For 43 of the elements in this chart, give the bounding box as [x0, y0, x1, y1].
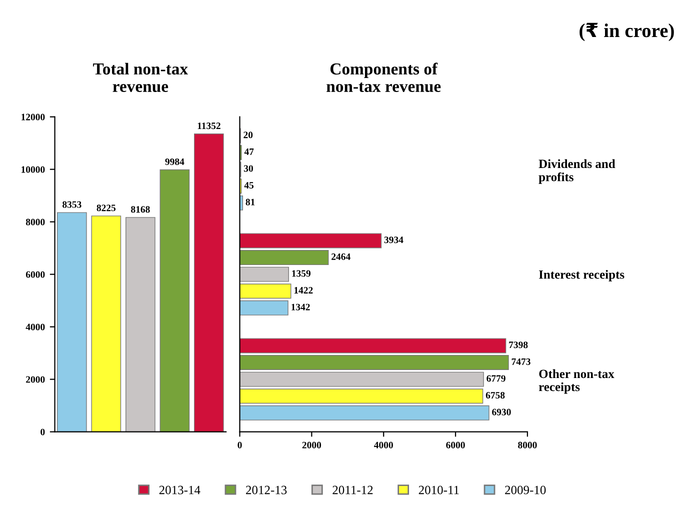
legend-label: 2011-12 — [332, 486, 373, 494]
data-label: 81 — [246, 198, 255, 206]
legend-label: 2013-14 — [159, 486, 200, 494]
data-label: 1342 — [292, 304, 310, 310]
y-tick-label: 4000 — [26, 324, 45, 330]
data-label: 11352 — [198, 122, 220, 130]
legend-label: 2009-10 — [505, 486, 546, 494]
data-label: 6758 — [486, 392, 505, 399]
data-label: 8225 — [96, 204, 116, 212]
y-tick-label: Dividends and profits — [538, 159, 616, 184]
x-tick-label: 8000 — [518, 442, 537, 448]
data-label: 45 — [244, 182, 254, 189]
y-tick-label: Interest receipts — [538, 270, 624, 282]
y-tick-label: 2000 — [26, 376, 45, 383]
y-tick-label: 6000 — [26, 271, 45, 278]
data-label: 20 — [244, 132, 253, 138]
data-label: 6930 — [492, 408, 511, 416]
legend-label: 2010-11 — [418, 486, 459, 494]
data-label: 9984 — [165, 158, 184, 165]
data-label: 7473 — [512, 358, 530, 365]
text: (₹ in crore) — [580, 22, 674, 42]
y-tick-label: 0 — [40, 428, 45, 436]
data-label: 2464 — [332, 253, 350, 260]
x-tick-label: 6000 — [446, 442, 465, 448]
data-label: 7398 — [509, 342, 528, 348]
y-tick-label: 8000 — [26, 218, 45, 226]
chart-title: Total non-tax revenue — [93, 62, 188, 92]
data-label: 47 — [244, 148, 254, 155]
y-tick-label: 10000 — [22, 166, 45, 173]
data-label: 1359 — [292, 270, 310, 277]
chart-title: Components of non-tax revenue — [326, 62, 441, 92]
y-tick-label: Other non-tax receipts — [538, 369, 614, 394]
x-tick-label: 4000 — [374, 442, 393, 448]
legend-label: 2012-13 — [246, 486, 287, 494]
data-label: 8168 — [131, 206, 150, 213]
data-label: 30 — [244, 165, 253, 172]
data-label: 1422 — [294, 287, 313, 294]
x-tick-label: 2000 — [302, 442, 322, 448]
data-label: 8353 — [62, 201, 82, 208]
x-tick-label: 0 — [238, 442, 242, 448]
data-label: 6779 — [486, 375, 506, 382]
data-label: 3934 — [384, 236, 404, 244]
y-tick-label: 12000 — [22, 114, 45, 120]
